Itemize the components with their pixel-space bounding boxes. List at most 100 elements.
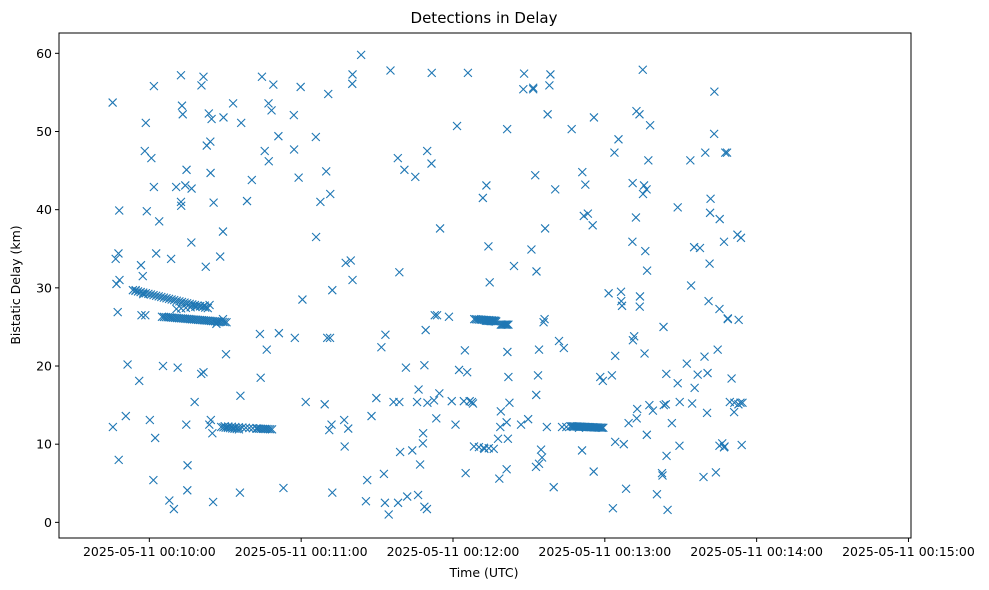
data-point-marker [704,296,713,306]
data-point-marker [149,81,159,91]
y-tick-label: 40 [36,202,52,217]
data-point-marker [112,279,121,289]
data-point-marker [736,233,746,243]
data-point-marker [685,156,695,165]
data-point-marker [123,360,132,369]
data-point-marker [427,68,437,78]
data-point-marker [219,113,228,122]
data-point-marker [540,224,550,233]
data-point-marker [204,109,214,118]
data-point-marker [222,317,231,327]
data-point-marker [533,371,543,380]
data-point-marker [176,70,186,80]
data-point-marker [635,302,645,311]
data-point-marker [490,316,500,326]
data-point-marker [197,80,206,90]
data-point-marker [265,424,275,434]
data-point-marker [151,249,161,258]
data-point-marker [325,189,335,199]
x-tick-label: 2025-05-11 00:12:00 [387,544,520,559]
data-point-marker [164,294,174,304]
data-point-marker [715,304,724,314]
data-point-marker [435,224,445,233]
data-point-marker [190,397,200,407]
data-point-marker [579,211,589,221]
data-point-marker [108,98,118,107]
data-point-marker [543,109,553,119]
data-point-marker [643,156,653,165]
data-point-marker [209,198,218,208]
data-point-marker [294,173,304,183]
y-axis: 0 10 20 30 40 50 60 [36,46,59,530]
data-point-marker [134,376,144,386]
data-point-marker [502,417,512,427]
data-point-marker [705,208,715,218]
data-point-marker [610,351,620,361]
data-point-marker [146,290,156,299]
data-point-marker [402,492,412,501]
data-point-marker [367,411,376,421]
data-point-marker [682,359,692,369]
data-point-marker [140,146,150,156]
data-point-marker [452,121,462,131]
data-point-marker [545,80,554,90]
data-point-marker [198,302,208,312]
data-point-marker [347,79,357,89]
data-point-marker [451,420,460,430]
data-point-marker [138,288,148,298]
data-point-marker [642,184,651,194]
data-point-marker [534,459,544,469]
data-point-marker [242,196,252,206]
data-point-marker [706,194,715,204]
data-point-marker [628,178,638,188]
x-tick-label: 2025-05-11 00:13:00 [538,544,671,559]
data-point-marker [241,423,251,433]
data-point-marker [644,400,654,410]
data-point-marker [418,428,428,438]
data-point-marker [713,345,723,354]
data-point-marker [166,254,176,264]
data-point-marker [709,87,719,97]
data-point-marker [422,504,432,514]
data-point-marker [162,293,171,303]
data-point-marker [577,167,587,177]
data-point-marker [193,301,202,311]
data-point-marker [595,372,605,382]
x-tick-label: 2025-05-11 00:10:00 [83,544,216,559]
data-point-marker [534,345,544,354]
data-point-marker [207,428,217,438]
data-point-marker [589,467,599,476]
data-point-marker [151,291,161,301]
data-point-marker [720,148,730,157]
data-point-marker [327,488,337,498]
data-point-marker [502,124,512,134]
data-point-marker [200,303,210,312]
data-point-marker [527,245,536,254]
data-point-marker [702,408,712,418]
data-point-marker [274,328,284,338]
data-point-marker [421,325,431,335]
data-point-marker [727,374,736,383]
data-point-marker [141,118,151,128]
data-point-marker [540,314,549,324]
data-point-marker [434,388,444,398]
data-point-marker [577,446,587,455]
data-point-marker [657,468,667,478]
data-point-marker [180,181,190,190]
data-point-marker [427,159,436,168]
data-point-marker [700,352,709,362]
data-point-marker [539,317,548,327]
data-point-marker [542,422,552,432]
data-point-marker [141,288,151,298]
y-tick-label: 10 [36,437,52,452]
data-point-marker [675,397,685,407]
data-point-marker [528,84,538,94]
plot-frame [58,32,912,539]
data-point-marker [187,184,196,193]
data-point-marker [172,296,182,306]
data-point-marker [431,414,441,423]
data-point-marker [232,424,242,434]
data-point-marker [629,331,639,341]
data-point-marker [532,267,541,276]
data-point-marker [228,98,238,108]
